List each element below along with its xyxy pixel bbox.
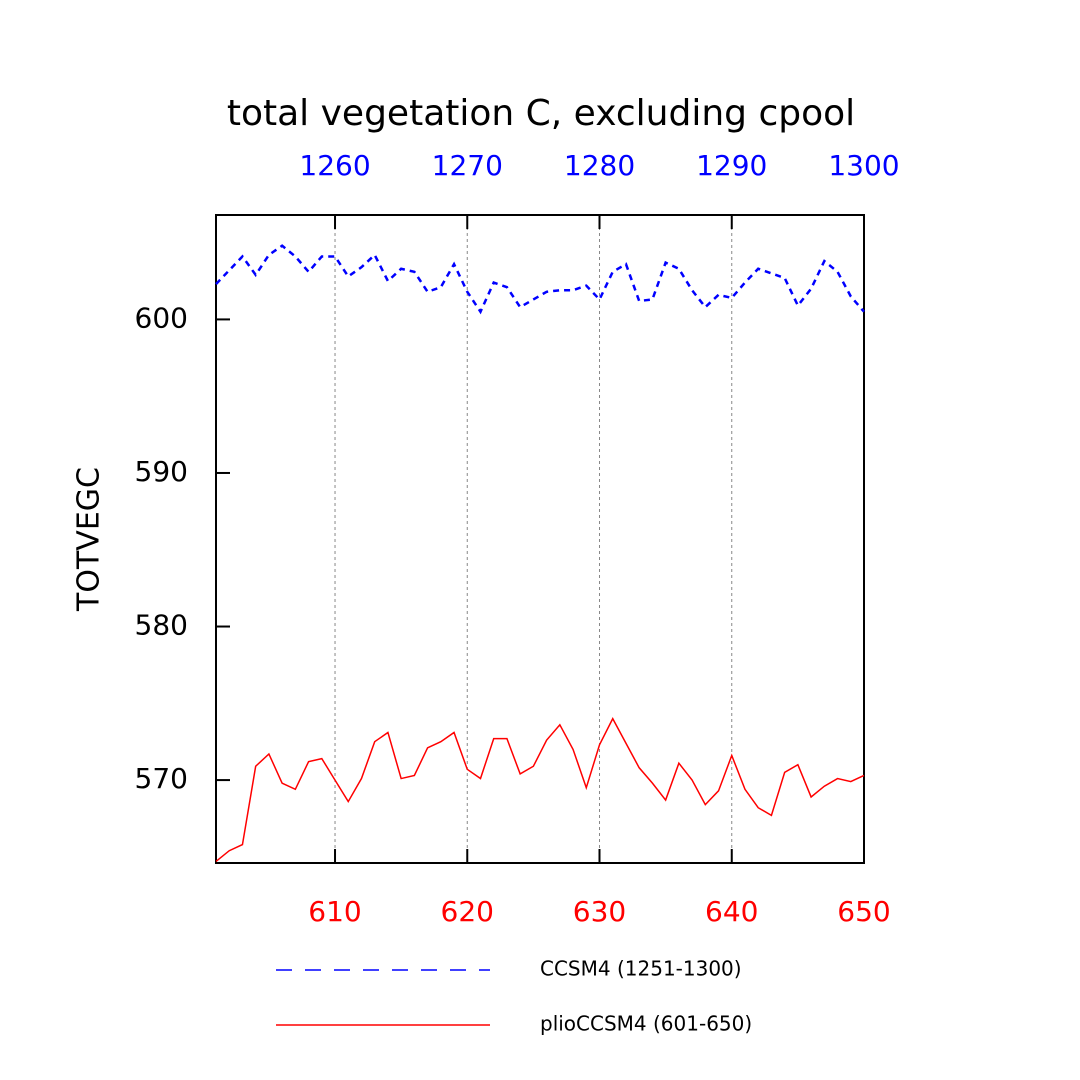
- x-tick-label: 630: [573, 895, 626, 928]
- x-tick-label: 620: [441, 895, 494, 928]
- x2-tick-label: 1260: [299, 149, 370, 182]
- x2-tick-label: 1270: [432, 149, 503, 182]
- x2-tick-label: 1300: [828, 149, 899, 182]
- series-line: [215, 717, 865, 863]
- x-tick-label: 610: [308, 895, 361, 928]
- chart-title: total vegetation C, excluding cpool: [227, 93, 855, 134]
- y-tick-label: 580: [135, 609, 188, 642]
- y-tick-label: 590: [135, 455, 188, 488]
- y-tick-label: 600: [135, 301, 188, 334]
- x-tick-label: 650: [837, 895, 890, 928]
- y-axis-label: TOTVEGC: [72, 467, 107, 612]
- legend-label: plioCCSM4 (601-650): [540, 1012, 752, 1036]
- series-line: [215, 244, 865, 315]
- legend-label: CCSM4 (1251-1300): [540, 957, 742, 981]
- x2-tick-label: 1290: [696, 149, 767, 182]
- x-tick-label: 640: [705, 895, 758, 928]
- y-tick-label: 570: [135, 762, 188, 795]
- x2-tick-label: 1280: [564, 149, 635, 182]
- plot-frame: [215, 214, 865, 864]
